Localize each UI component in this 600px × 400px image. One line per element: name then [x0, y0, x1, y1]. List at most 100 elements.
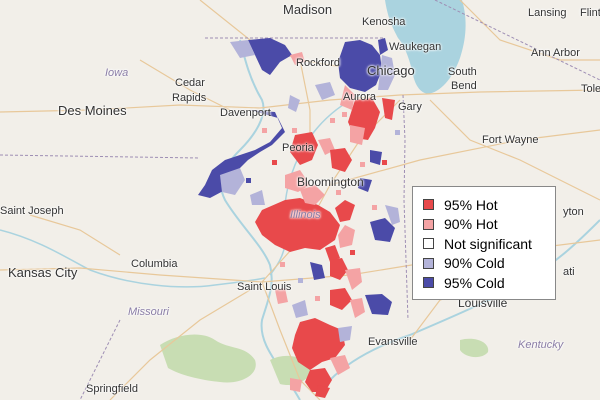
- map-legend: 95% Hot 90% Hot Not significant 90% Cold 95%…: [412, 186, 556, 300]
- cluster-hot90: [345, 268, 362, 290]
- place-label-illinois: Illinois: [290, 209, 321, 221]
- cluster-hot90: [330, 355, 350, 375]
- cluster-cold95: [365, 294, 392, 315]
- legend-label: 90% Hot: [444, 216, 498, 233]
- cluster-hot90: [330, 118, 335, 123]
- cluster-hot95: [385, 108, 390, 113]
- cluster-hot90: [275, 288, 288, 304]
- place-label-kenosha: Kenosha: [362, 16, 406, 28]
- cluster-hot95: [330, 258, 348, 280]
- cluster-hot90: [292, 128, 297, 133]
- place-label-davenport: Davenport: [220, 107, 271, 119]
- cluster-hot95: [335, 200, 355, 222]
- place-label-peoria: Peoria: [282, 142, 314, 154]
- cluster-cold90: [338, 326, 352, 342]
- legend-swatch: [423, 218, 434, 230]
- place-label-south-bend-1: South: [448, 66, 477, 78]
- cluster-hot90: [360, 162, 365, 167]
- cluster-hot95: [255, 198, 340, 252]
- legend-swatch: [423, 199, 434, 211]
- place-label-aurora: Aurora: [343, 91, 377, 103]
- cluster-cold90: [378, 55, 395, 90]
- cluster-cold90: [220, 168, 245, 195]
- cluster-cold90: [385, 205, 400, 225]
- cluster-hot90: [340, 85, 355, 110]
- place-label-cincinnati: ati: [563, 266, 575, 278]
- place-label-rockford: Rockford: [296, 57, 341, 69]
- cluster-hot90: [336, 190, 341, 195]
- cluster-hot90: [285, 170, 310, 192]
- place-label-springfield: Springfield: [86, 383, 138, 395]
- cluster-cold90: [230, 40, 255, 58]
- cluster-hot90: [262, 128, 267, 133]
- cluster-hot95: [330, 288, 352, 310]
- place-label-missouri: Missouri: [128, 306, 169, 318]
- legend-label: 95% Cold: [444, 274, 505, 291]
- legend-label: 90% Cold: [444, 255, 505, 272]
- hotspot-clusters: [198, 38, 400, 398]
- legend-swatch: [423, 257, 434, 269]
- place-label-chicago: Chicago: [367, 63, 415, 78]
- cluster-hot95: [292, 318, 345, 370]
- cluster-hot90: [290, 378, 302, 392]
- mississippi-river: [220, 39, 301, 400]
- cluster-cold90: [292, 300, 308, 318]
- cluster-hot90: [280, 262, 285, 267]
- place-label-evansville: Evansville: [368, 336, 418, 348]
- cluster-hot95: [350, 250, 355, 255]
- cluster-cold95: [358, 178, 372, 192]
- place-label-des-moines: Des Moines: [58, 103, 127, 118]
- place-label-cedar-rapids-2: Rapids: [172, 92, 207, 104]
- place-label-toledo: Tole: [581, 83, 600, 95]
- place-label-cedar-rapids-1: Cedar: [175, 77, 205, 89]
- cluster-hot95: [330, 148, 352, 172]
- place-label-lansing: Lansing: [528, 7, 567, 19]
- place-label-columbia: Columbia: [131, 258, 178, 270]
- cluster-hot90: [315, 296, 320, 301]
- cluster-cold95: [378, 38, 388, 55]
- cluster-hot90: [290, 52, 305, 65]
- cluster-hot90: [350, 125, 365, 145]
- legend-swatch: [423, 238, 434, 250]
- place-label-south-bend-2: Bend: [451, 80, 477, 92]
- legend-item: Not significant: [423, 234, 545, 254]
- place-label-madison: Madison: [283, 2, 333, 17]
- legend-label: 95% Hot: [444, 196, 498, 213]
- legend-items: 95% Hot 90% Hot Not significant 90% Cold 95%…: [423, 195, 545, 293]
- cluster-cold90: [298, 278, 303, 283]
- legend-item: 90% Cold: [423, 254, 545, 274]
- cluster-cold95: [370, 218, 395, 242]
- place-label-fort-wayne: Fort Wayne: [482, 134, 539, 146]
- cluster-cold95: [213, 188, 218, 193]
- cluster-cold95: [310, 262, 325, 280]
- place-label-dayton: yton: [563, 206, 584, 218]
- cluster-hot90: [342, 112, 347, 117]
- cluster-cold90: [315, 82, 335, 100]
- cluster-cold95: [232, 162, 237, 167]
- cluster-hot95: [325, 245, 340, 262]
- cluster-hot90: [372, 205, 377, 210]
- cluster-cold90: [395, 130, 400, 135]
- place-label-saint-joseph: Saint Joseph: [0, 205, 64, 217]
- cluster-cold90: [288, 95, 300, 112]
- cluster-cold95: [246, 178, 251, 183]
- place-label-gary: Gary: [398, 101, 422, 113]
- cluster-hot95: [305, 368, 332, 392]
- lake-michigan: [385, 0, 466, 94]
- place-label-kansas-city: Kansas City: [8, 265, 78, 280]
- cluster-hot95: [315, 385, 330, 398]
- cluster-cold90: [250, 190, 265, 205]
- cluster-cold95: [370, 150, 382, 165]
- legend-item: 95% Cold: [423, 273, 545, 293]
- cluster-hot95: [290, 132, 318, 165]
- cluster-hot90: [338, 225, 355, 248]
- legend-item: 90% Hot: [423, 215, 545, 235]
- place-label-flint: Flint: [580, 7, 600, 19]
- legend-swatch: [423, 277, 434, 289]
- cluster-hot90: [350, 298, 365, 318]
- place-label-waukegan: Waukegan: [389, 41, 442, 53]
- cluster-cold95: [338, 40, 382, 92]
- place-label-kentucky: Kentucky: [518, 339, 564, 351]
- place-label-bloomington: Bloomington: [297, 175, 364, 189]
